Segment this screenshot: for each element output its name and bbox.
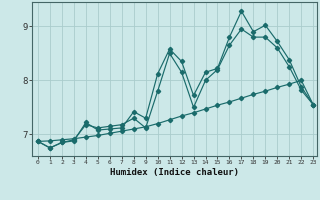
X-axis label: Humidex (Indice chaleur): Humidex (Indice chaleur) bbox=[110, 168, 239, 177]
